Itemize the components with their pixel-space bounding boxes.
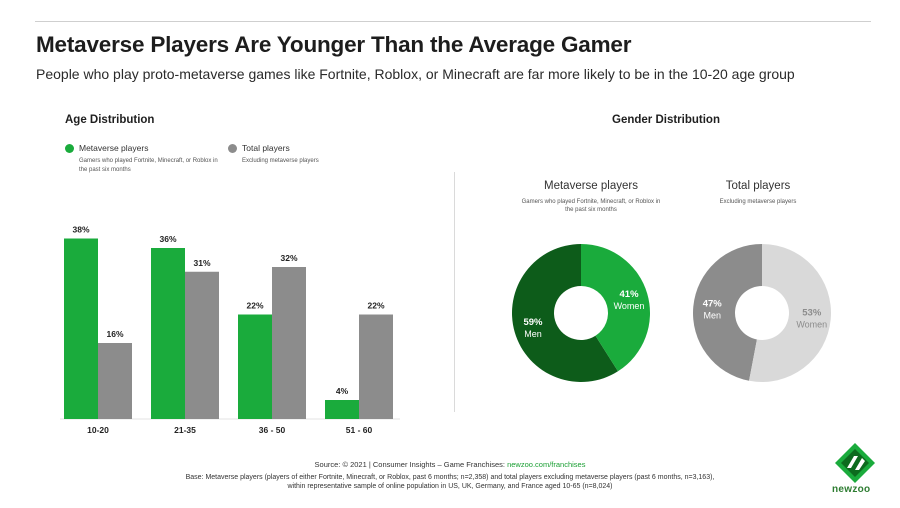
bar-metaverse (64, 238, 98, 419)
base-note: Base: Metaverse players (players of eith… (185, 474, 715, 490)
bar-metaverse (325, 400, 359, 419)
x-tick-label: 36 - 50 (259, 425, 286, 435)
source-text: Source: © 2021 | Consumer Insights – Gam… (314, 460, 508, 469)
bar-total (359, 314, 393, 419)
legend-label: Total players (242, 143, 290, 153)
donut-note-total: Excluding metaverse players (719, 199, 797, 205)
legend-swatch-metaverse (65, 144, 74, 153)
donut-slice-women (749, 244, 831, 382)
donut-value-label: 53% (802, 308, 822, 319)
donut-slice-label: Men (703, 310, 721, 320)
bar-value-label: 22% (246, 301, 263, 311)
bar-metaverse (151, 248, 185, 419)
x-tick-label: 10-20 (87, 425, 109, 435)
newzoo-logo-icon (835, 443, 875, 483)
bar-value-label: 31% (193, 258, 210, 268)
page-subtitle: People who play proto-metaverse games li… (36, 66, 795, 82)
bar-value-label: 22% (367, 301, 384, 311)
legend-note: Gamers who played Fortnite, Minecraft, o… (79, 158, 218, 173)
source-link[interactable]: newzoo.com/franchises (507, 460, 586, 469)
section-divider (454, 172, 455, 412)
bar-value-label: 32% (280, 253, 297, 263)
donut-slice-label: Women (614, 301, 645, 311)
donut-slice-women (581, 244, 650, 372)
bar-total (185, 271, 219, 419)
donut-slice-label: Women (796, 320, 827, 330)
donut-slice-men (692, 244, 762, 381)
donut-value-label: 59% (523, 317, 543, 328)
bar-value-label: 38% (72, 225, 89, 235)
legend-swatch-total (228, 144, 237, 153)
gender-distribution-heading: Gender Distribution (612, 114, 720, 126)
top-rule (35, 21, 871, 22)
donut-title-metaverse: Metaverse players (544, 180, 638, 192)
donut-value-label: 41% (620, 289, 640, 300)
donut-title-total: Total players (725, 180, 791, 192)
page-title: Metaverse Players Are Younger Than the A… (36, 32, 632, 57)
x-tick-label: 51 - 60 (346, 425, 373, 435)
donut-slice-men (512, 244, 618, 382)
bar-total (98, 343, 132, 419)
bar-value-label: 16% (106, 329, 123, 339)
bar-value-label: 4% (336, 386, 349, 396)
donut-note-metaverse: Gamers who played Fortnite, Minecraft, o… (521, 199, 661, 213)
bar-value-label: 36% (159, 234, 176, 244)
newzoo-logo-text: newzoo (832, 484, 871, 495)
source-line: Source: © 2021 | Consumer Insights – Gam… (0, 460, 900, 469)
x-tick-label: 21-35 (174, 425, 196, 435)
bar-metaverse (238, 314, 272, 419)
donut-slice-label: Men (524, 329, 542, 339)
donut-value-label: 47% (703, 298, 723, 309)
age-distribution-heading: Age Distribution (65, 114, 155, 126)
legend-label: Metaverse players (79, 143, 149, 153)
bar-total (272, 267, 306, 419)
legend-note: Excluding metaverse players (242, 158, 319, 164)
